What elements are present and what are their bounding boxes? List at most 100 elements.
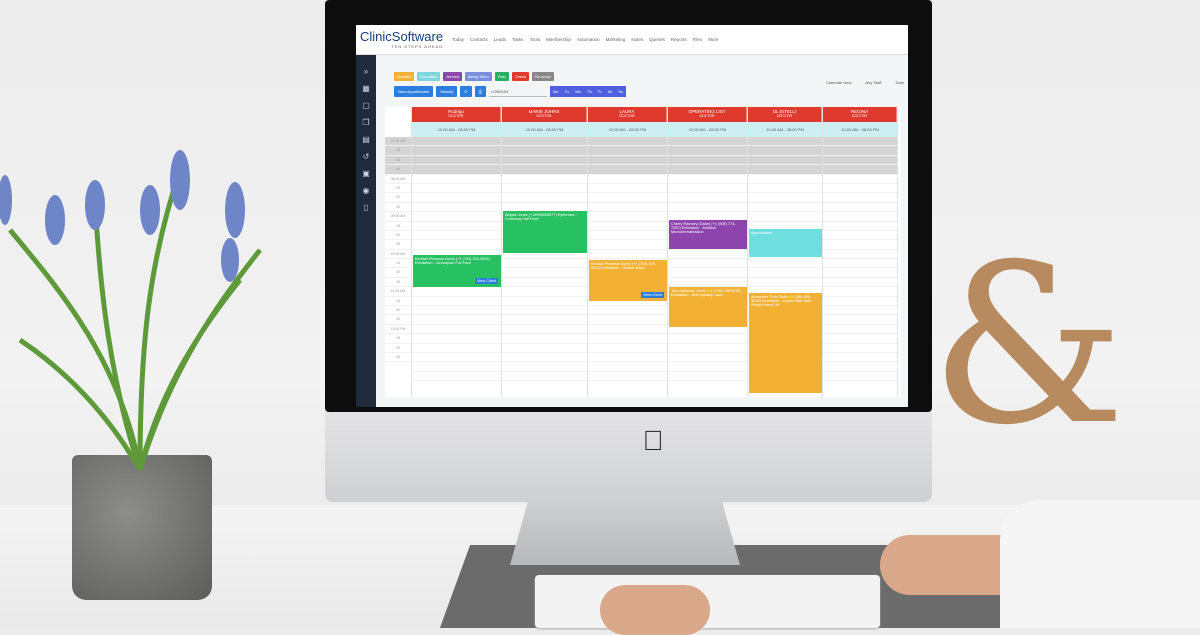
time-slot[interactable]: [748, 268, 822, 278]
time-slot[interactable]: [588, 146, 667, 156]
view-client-button[interactable]: View Client: [641, 292, 664, 298]
time-slot[interactable]: [502, 325, 587, 335]
time-slot[interactable]: [588, 184, 667, 194]
day-button[interactable]: Fr: [597, 89, 602, 94]
time-slot[interactable]: [502, 334, 587, 344]
time-slot[interactable]: [668, 165, 747, 175]
time-slot[interactable]: [668, 344, 747, 353]
time-slot[interactable]: [588, 137, 667, 147]
time-slot[interactable]: [823, 203, 897, 213]
day-button[interactable]: Tu: [564, 89, 570, 94]
time-slot[interactable]: [823, 268, 897, 278]
legend-badge[interactable]: Being Seen: [465, 72, 492, 81]
appointment-block[interactable]: Abigail Jones (+19990005977) Eyebrows - …: [503, 211, 587, 253]
time-slot[interactable]: [668, 175, 747, 184]
legend-badge[interactable]: Arrived: [443, 72, 463, 81]
time-slot[interactable]: [502, 268, 587, 278]
time-slot[interactable]: [412, 175, 501, 184]
nav-item[interactable]: Reports: [670, 37, 687, 42]
time-slot[interactable]: [668, 203, 747, 213]
time-slot[interactable]: [823, 222, 897, 231]
refresh-icon[interactable]: ⟳: [460, 86, 472, 97]
time-slot[interactable]: [502, 137, 587, 147]
time-slot[interactable]: [502, 146, 587, 156]
nav-item[interactable]: Files: [692, 37, 703, 42]
appointment-block[interactable]: Kendall Plowman Avery (+1 (754) 329-2626…: [589, 260, 667, 301]
nav-item[interactable]: Today: [452, 37, 465, 42]
time-slot[interactable]: [412, 193, 501, 203]
time-slot[interactable]: [412, 372, 501, 382]
time-slot[interactable]: [823, 250, 897, 260]
legend-badge[interactable]: Cancelled: [416, 72, 441, 81]
time-slot[interactable]: [412, 222, 501, 231]
time-slot[interactable]: [412, 212, 501, 222]
nav-item[interactable]: More: [708, 37, 719, 42]
time-slot[interactable]: [502, 344, 587, 353]
time-slot[interactable]: [412, 297, 501, 307]
time-slot[interactable]: [588, 222, 667, 231]
time-slot[interactable]: [823, 146, 897, 156]
time-slot[interactable]: [823, 315, 897, 325]
time-slot[interactable]: [588, 362, 667, 372]
time-slot[interactable]: [412, 240, 501, 250]
time-slot[interactable]: [823, 184, 897, 194]
time-slot[interactable]: [588, 155, 667, 166]
time-slot[interactable]: [823, 193, 897, 203]
time-slot[interactable]: [823, 353, 897, 363]
user-icon[interactable]: ◉: [362, 186, 370, 195]
appointment-block[interactable]: Tom Addaway Jones (+1 (746) 435-8978) Ex…: [669, 287, 747, 327]
legend-badge[interactable]: Booked: [394, 72, 414, 81]
time-slot[interactable]: [412, 315, 501, 325]
time-slot[interactable]: [668, 325, 747, 335]
time-slot[interactable]: [588, 353, 667, 363]
clinicsoftware-logo[interactable]: ClinicSoftware TEN STEPS AHEAD: [360, 29, 444, 49]
time-slot[interactable]: [823, 137, 897, 147]
time-slot[interactable]: [823, 306, 897, 316]
staff-select[interactable]: Any Staff: [865, 80, 882, 85]
time-slot[interactable]: [748, 184, 822, 194]
time-slot[interactable]: [588, 372, 667, 382]
appointment-block[interactable]: Alexander Pera Smith (+1 (56) 485-5616) …: [749, 293, 822, 393]
time-slot[interactable]: [823, 155, 897, 166]
time-slot[interactable]: [748, 259, 822, 269]
copy-icon[interactable]: ❐: [362, 118, 370, 127]
time-slot[interactable]: [668, 362, 747, 372]
view-button[interactable]: Weekly: [436, 86, 458, 97]
time-slot[interactable]: [668, 259, 747, 269]
column-header[interactable]: Rodrigo DOCTOR: [412, 107, 501, 122]
time-slot[interactable]: [823, 175, 897, 184]
time-slot[interactable]: [502, 155, 587, 166]
time-slot[interactable]: [588, 315, 667, 325]
time-slot[interactable]: [748, 250, 822, 260]
time-slot[interactable]: [823, 212, 897, 222]
nav-item[interactable]: Tasks: [512, 37, 524, 42]
time-slot[interactable]: [412, 306, 501, 316]
nav-item[interactable]: Membership: [546, 37, 571, 42]
time-slot[interactable]: [823, 259, 897, 269]
time-slot[interactable]: [412, 334, 501, 344]
column-header[interactable]: LAURA DOCTOR: [588, 107, 667, 122]
time-slot[interactable]: [412, 325, 501, 335]
time-slot[interactable]: [502, 372, 587, 382]
time-slot[interactable]: [412, 137, 501, 147]
appointment-block[interactable]: Appointment: [749, 229, 822, 257]
time-slot[interactable]: [588, 203, 667, 213]
chart-icon[interactable]: ▤: [362, 135, 370, 144]
gift-icon[interactable]: ▣: [362, 169, 370, 178]
day-button[interactable]: Su: [618, 89, 624, 94]
time-slot[interactable]: [412, 184, 501, 194]
time-slot[interactable]: [502, 353, 587, 363]
time-slot[interactable]: [502, 165, 587, 175]
time-slot[interactable]: [588, 212, 667, 222]
column-header[interactable]: DL (STELL) DOCTOR: [748, 107, 822, 122]
time-slot[interactable]: [588, 165, 667, 175]
day-button[interactable]: We: [575, 89, 581, 94]
time-slot[interactable]: [412, 231, 501, 241]
time-slot[interactable]: [823, 325, 897, 335]
day-button[interactable]: Mo: [552, 89, 559, 94]
time-slot[interactable]: [668, 184, 747, 194]
nav-item[interactable]: Contacts: [470, 37, 488, 42]
nav-item[interactable]: Automation: [576, 37, 600, 42]
time-slot[interactable]: [502, 362, 587, 372]
nav-item[interactable]: Marketing: [605, 37, 626, 42]
